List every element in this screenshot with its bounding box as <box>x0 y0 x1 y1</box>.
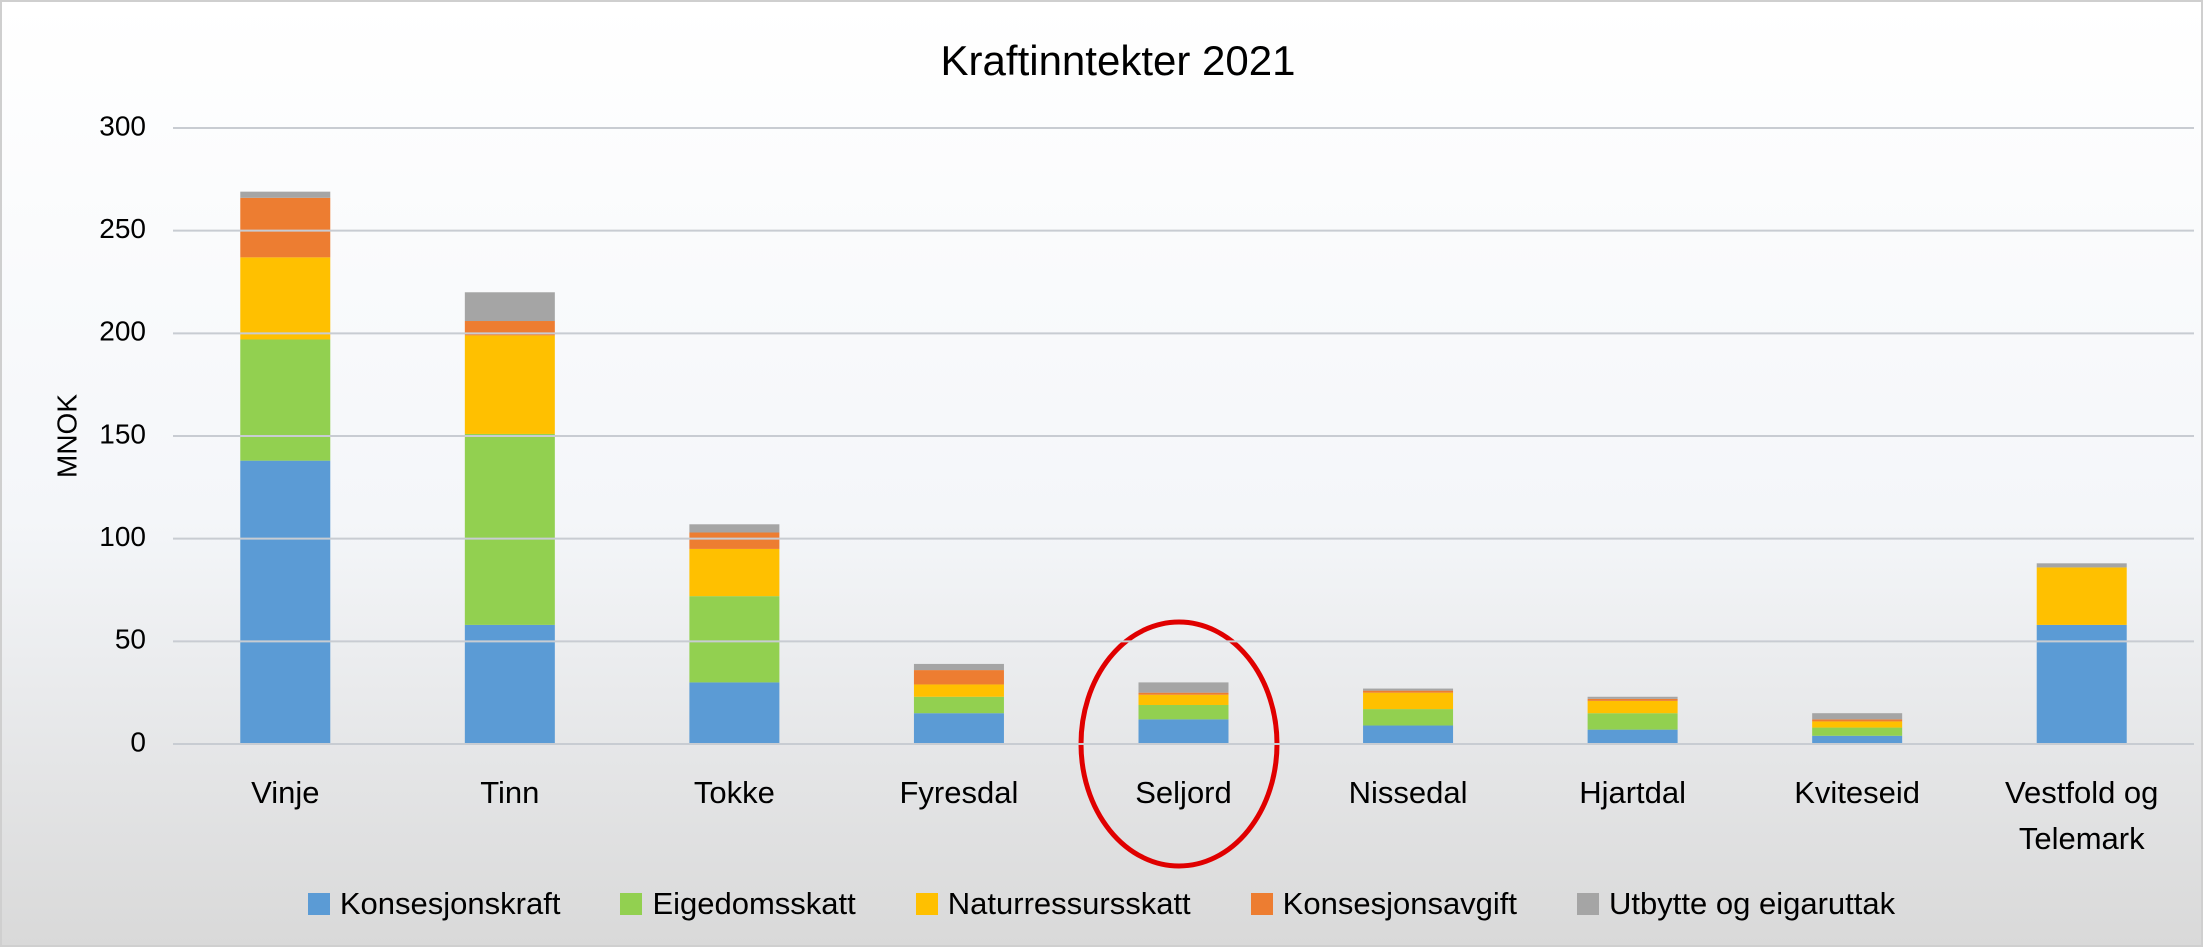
x-tick-label: Seljord <box>1135 775 1232 810</box>
legend: Konsesjonskraft Eigedomsskatt Naturressurs… <box>2 886 2201 922</box>
legend-label: Eigedomsskatt <box>652 886 856 921</box>
legend-swatch <box>307 893 330 915</box>
bar-segment <box>689 682 780 744</box>
legend-label: Konsesjonskraft <box>339 886 561 921</box>
bar-segment <box>240 257 331 340</box>
legend-item: Konsesjonskraft <box>307 886 561 922</box>
y-tick-label: 0 <box>130 726 146 757</box>
bar-segment <box>913 670 1004 685</box>
y-tick-label: 300 <box>99 110 146 141</box>
bar-segment <box>1363 692 1454 710</box>
bar-segment <box>1812 735 1903 744</box>
legend-label: Utbytte og eigaruttak <box>1609 886 1896 921</box>
bar-segment <box>240 197 331 258</box>
x-tick-label: Fyresdal <box>899 775 1019 810</box>
bar-segment <box>464 433 555 625</box>
x-tick-label: Tokke <box>693 775 775 810</box>
bar-segment <box>689 524 780 533</box>
bar-segment <box>1587 696 1678 699</box>
x-tick-label: Vinje <box>251 775 320 810</box>
bar-segment <box>464 292 555 322</box>
bar-segment <box>1812 719 1903 722</box>
bar-segment <box>1587 729 1678 744</box>
bar-segment <box>2036 563 2127 568</box>
bar-segment <box>1587 698 1678 701</box>
bar-segment <box>689 532 780 549</box>
bar-segment <box>1812 713 1903 720</box>
bar-segment <box>1138 682 1229 693</box>
legend-swatch <box>915 893 938 915</box>
y-tick-label: 100 <box>99 521 146 552</box>
bar-segment <box>464 335 555 434</box>
x-tick-label: Vestfold og Telemark <box>2005 775 2159 856</box>
legend-swatch <box>1577 893 1600 915</box>
y-tick-label: 250 <box>99 213 146 244</box>
y-axis-label: MNOK <box>51 394 82 478</box>
bar-segment <box>240 339 331 461</box>
y-tick-label: 200 <box>99 316 146 347</box>
bar-segment <box>913 696 1004 714</box>
bar-segment <box>464 624 555 744</box>
legend-label: Naturressursskatt <box>947 886 1191 921</box>
bar-segment <box>2036 567 2127 625</box>
bar-segment <box>1812 721 1903 728</box>
legend-swatch <box>620 893 643 915</box>
bar-segment <box>1363 709 1454 726</box>
legend-label: Konsesjonsavgift <box>1282 886 1518 921</box>
bar-segment <box>1587 700 1678 714</box>
bar-segment <box>1363 688 1454 691</box>
y-tick-label: 50 <box>115 624 146 655</box>
bar-segment <box>689 596 780 683</box>
bar-segment <box>464 321 555 336</box>
legend-item: Eigedomsskatt <box>620 886 856 922</box>
chart-title: Kraftinntekter 2021 <box>941 37 1296 84</box>
legend-item: Naturressursskatt <box>915 886 1191 922</box>
legend-item: Utbytte og eigaruttak <box>1577 886 1895 922</box>
x-tick-label: Hjartdal <box>1579 775 1687 810</box>
x-tick-label: Nissedal <box>1348 775 1468 810</box>
bar-segment <box>1363 725 1454 744</box>
legend-swatch <box>1250 893 1273 915</box>
x-tick-label: Tinn <box>480 775 540 810</box>
x-tick-label: Kviteseid <box>1794 775 1921 810</box>
bar-segment <box>913 663 1004 671</box>
bar-segment <box>913 713 1004 744</box>
bar-segment <box>1587 713 1678 730</box>
bar-segment <box>1138 692 1229 695</box>
bar-segment <box>240 191 331 198</box>
bar-segment <box>913 684 1004 697</box>
bar-segment <box>1363 690 1454 693</box>
bar-segment <box>1138 719 1229 744</box>
bar-segment <box>1138 704 1229 720</box>
legend-item: Konsesjonsavgift <box>1250 886 1518 922</box>
bar-segment <box>1138 694 1229 705</box>
bar-segment <box>240 460 331 744</box>
y-tick-label: 150 <box>99 418 146 449</box>
bar-segment <box>1812 727 1903 736</box>
bar-segment <box>689 548 780 597</box>
bar-segment <box>2036 624 2127 744</box>
